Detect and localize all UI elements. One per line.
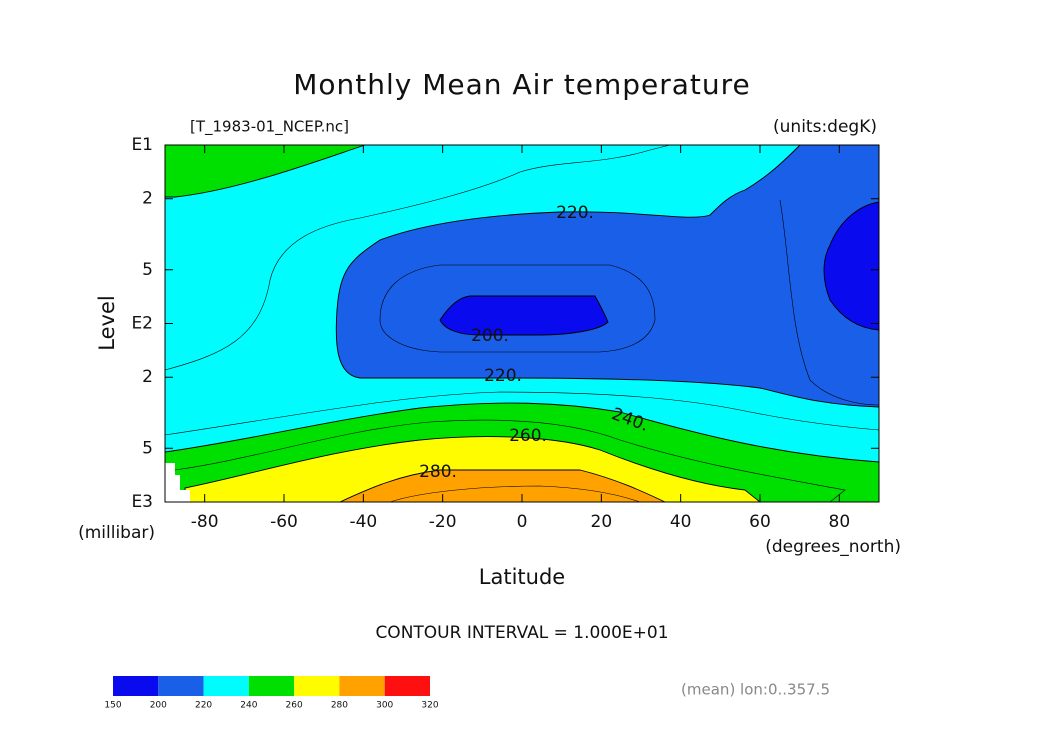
colorbar-swatch [113, 676, 159, 696]
contour-lines [164, 144, 880, 503]
contour-label: 220. [484, 366, 522, 386]
contour-label: 260. [509, 426, 547, 446]
colorbar-swatch [384, 676, 430, 696]
subtitle-right: (units:degK) [773, 117, 877, 137]
contour-line [779, 199, 880, 406]
colorbar-swatch [158, 676, 204, 696]
colorbar-label: 200 [150, 701, 167, 711]
contour-band [164, 144, 366, 198]
contour-line [164, 391, 880, 436]
contour-band [339, 469, 666, 503]
x-tick-label: -20 [429, 512, 457, 532]
y-tick-label: 5 [142, 260, 153, 280]
colorbar-swatch [339, 676, 385, 696]
subtitle-left: [T_1983-01_NCEP.nc] [190, 118, 349, 137]
footnote: (mean) lon:0..357.5 [681, 681, 830, 699]
y-tick-label: E3 [131, 492, 153, 512]
x-tick-label: 80 [829, 512, 851, 532]
x-tick-label: 40 [670, 512, 692, 532]
contour-band [335, 144, 880, 408]
y-tick-label: E1 [131, 135, 153, 155]
colorbar-swatch [248, 676, 295, 696]
x-tick-label: 20 [591, 512, 613, 532]
colorbar-swatch [203, 676, 249, 696]
colorbar-label: 320 [421, 701, 438, 711]
contour-line [379, 264, 656, 353]
x-axis-label: Latitude [479, 565, 565, 589]
x-tick-label: 0 [517, 512, 528, 532]
x-tick-label: -60 [270, 512, 298, 532]
y-axis-units: (millibar) [78, 523, 155, 543]
contour-interval: CONTOUR INTERVAL = 1.000E+01 [375, 623, 668, 643]
contour-label: 220. [556, 203, 594, 223]
colorbar: 150 200 220 240 260 280 300 320 [104, 676, 439, 711]
colorbar-label: 240 [240, 701, 257, 711]
x-tick-label: 60 [749, 512, 771, 532]
colorbar-swatch [294, 676, 340, 696]
x-tick-label: -80 [191, 512, 219, 532]
contour-line [174, 419, 846, 503]
missing-data [165, 463, 190, 502]
colorbar-label: 300 [376, 701, 393, 711]
y-tick-label: 2 [142, 189, 153, 209]
colorbar-label: 280 [331, 701, 348, 711]
axes: -80 -60 -40 -20 0 20 40 60 80 E1 2 5 E2 2 5 E3 [131, 135, 880, 532]
colorbar-label: 150 [104, 701, 121, 711]
y-tick-label: E2 [131, 314, 153, 334]
y-tick-label: 5 [142, 438, 153, 458]
contour-label: 280. [419, 462, 457, 482]
y-tick-label: 2 [142, 367, 153, 387]
colorbar-label: 220 [195, 701, 212, 711]
contour-line [389, 485, 641, 503]
contour-fills [164, 144, 880, 503]
colorbar-label: 260 [286, 701, 303, 711]
contour-band [823, 201, 880, 331]
x-tick-label: -40 [349, 512, 377, 532]
x-axis-units: (degrees_north) [765, 537, 901, 557]
contour-line [164, 144, 671, 371]
contour-label: 200. [471, 326, 509, 346]
contour-band [439, 295, 609, 336]
chart-title: Monthly Mean Air temperature [293, 68, 751, 101]
y-axis-label: Level [95, 295, 119, 350]
